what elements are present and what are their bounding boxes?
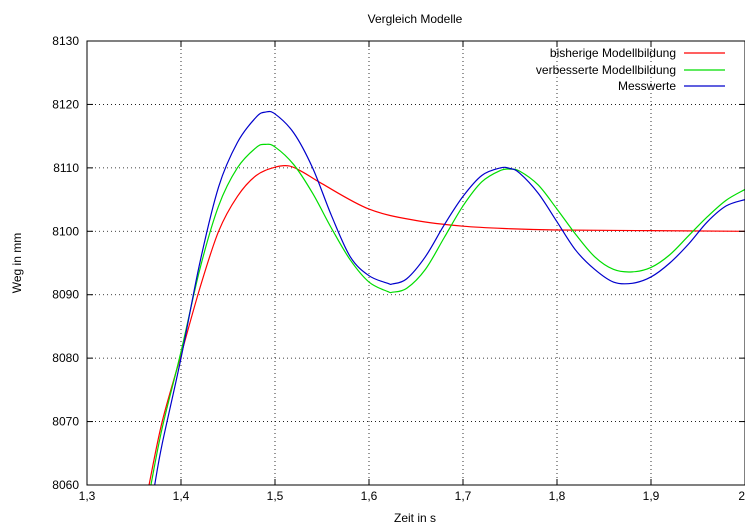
y-axis-label: Weg in mm bbox=[10, 233, 24, 293]
plot-frame bbox=[86, 40, 745, 486]
legend: bisherige Modellbildung verbesserte Model… bbox=[536, 46, 725, 93]
y-tick-labels: 8060 8070 8080 8090 8100 8110 8120 8130 bbox=[52, 34, 79, 492]
x-tick-label: 2 bbox=[738, 489, 745, 503]
y-tick-label: 8130 bbox=[52, 34, 79, 48]
x-tick-label: 1,5 bbox=[267, 489, 284, 503]
y-tick-label: 8070 bbox=[52, 415, 79, 429]
series-line-3 bbox=[154, 110, 745, 485]
x-tick-label: 1,7 bbox=[455, 489, 472, 503]
y-tick-label: 8060 bbox=[52, 478, 79, 492]
legend-label-2: verbesserte Modellbildung bbox=[536, 63, 676, 77]
series-line-1 bbox=[148, 164, 745, 485]
y-tick-label: 8120 bbox=[52, 97, 79, 111]
y-tick-label: 8090 bbox=[52, 288, 79, 302]
x-tick-labels: 1,3 1,4 1,5 1,6 1,7 1,8 1,9 2 bbox=[79, 489, 745, 503]
x-tick-label: 1,9 bbox=[643, 489, 660, 503]
x-tick-label: 1,3 bbox=[79, 489, 96, 503]
legend-label-1: bisherige Modellbildung bbox=[550, 46, 676, 60]
y-tick-label: 8100 bbox=[52, 224, 79, 238]
axis-ticks bbox=[86, 40, 745, 486]
x-axis-label: Zeit in s bbox=[394, 511, 436, 525]
x-tick-label: 1,8 bbox=[549, 489, 566, 503]
grid-lines bbox=[87, 41, 745, 485]
legend-label-3: Messwerte bbox=[618, 79, 676, 93]
y-tick-label: 8110 bbox=[53, 161, 79, 175]
x-tick-label: 1,4 bbox=[173, 489, 190, 503]
series-line-2 bbox=[150, 143, 745, 485]
series-group bbox=[148, 110, 745, 485]
x-tick-label: 1,6 bbox=[361, 489, 378, 503]
y-tick-label: 8080 bbox=[52, 351, 79, 365]
chart-title: Vergleich Modelle bbox=[368, 12, 463, 26]
